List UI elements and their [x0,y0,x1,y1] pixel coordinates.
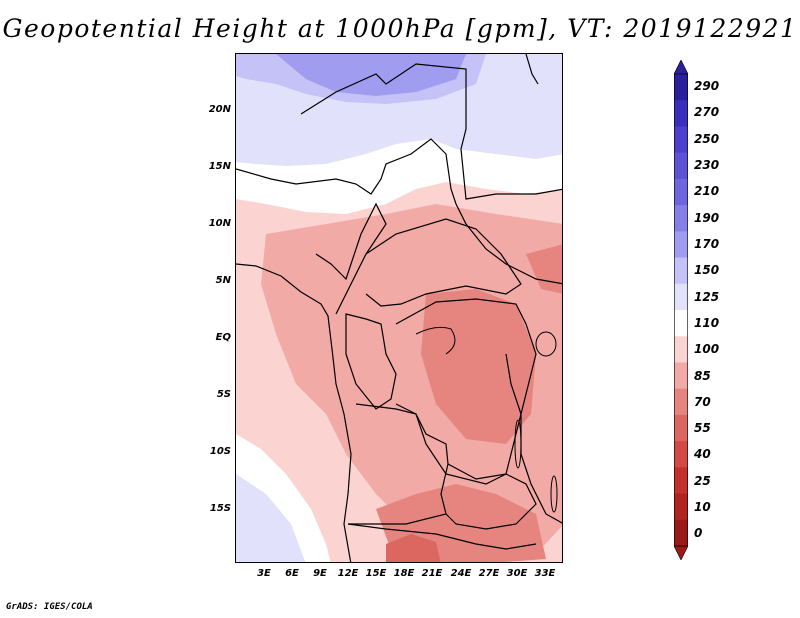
colorbar-top-arrow [674,60,688,75]
colorbar-label: 170 [694,237,720,251]
colorbar-label: 110 [694,316,720,330]
lat-label: 15N [208,161,231,172]
lat-label: 20N [208,104,231,115]
colorbar-label: 270 [694,105,720,119]
colorbar-bottom-arrow [674,545,688,560]
lake-malawi [550,475,558,513]
colorbar-swatch [674,231,688,259]
lon-label: 18E [393,568,415,579]
border-congo [345,313,397,410]
map-title: Geopotential Height at 1000hPa [gpm], VT… [2,14,798,43]
colorbar-swatch [674,467,688,495]
lakes [415,326,558,513]
colorbar-swatch [674,257,688,285]
river-congo [415,326,456,355]
colorbar-swatch [674,519,688,547]
colorbar-label: 40 [694,447,711,461]
colorbar-swatch [674,493,688,521]
coastline-east [525,54,539,85]
colorbar-swatch [674,310,688,337]
border-niger-chad [236,138,457,205]
colorbar-swatch [674,388,688,416]
colorbar-label: 70 [694,395,711,409]
map-panel [235,53,563,563]
colorbar-swatch [674,205,688,232]
lat-label: 15S [209,503,231,514]
lat-label: 5S [216,389,231,400]
lon-label: 21E [421,568,443,579]
lat-label: 5N [215,275,231,286]
colorbar-swatch [674,100,688,127]
colorbar-label: 290 [694,79,720,93]
lake-tanganyika [514,419,522,469]
lon-label: 24E [450,568,472,579]
colorbar-swatch [674,126,688,154]
colorbar-swatch [674,152,688,180]
colorbar-swatch [674,336,688,363]
contour-salmon-east [526,244,562,294]
colorbar-label: 250 [694,132,720,146]
colorbar-swatch [674,362,688,390]
map-canvas [236,54,562,562]
colorbar-label: 230 [694,158,720,172]
lon-label: 9E [313,568,327,579]
lon-label: 6E [285,568,299,579]
colorbar-swatch [674,441,688,468]
colorbar-swatch [674,178,688,206]
lat-label: 10S [209,446,231,457]
lon-label: 30E [506,568,528,579]
contour-sw-white [236,434,331,562]
coastline-west [236,263,352,562]
lon-label: 3E [257,568,271,579]
border-cameroon [315,202,387,315]
colorbar [674,60,688,560]
colorbar-swatch [674,283,688,311]
grads-credit: GrADS: IGES/COLA [6,602,93,612]
colorbar-outline [674,73,688,547]
lon-label: 27E [478,568,500,579]
contour-salmon-congo [421,289,536,444]
colorbar-label: 85 [694,369,711,383]
border-sudan [455,203,562,285]
colorbar-label: 0 [694,526,703,540]
colorbar-label: 190 [694,211,720,225]
colorbar-label: 125 [694,290,720,304]
border-south [347,523,537,550]
contour-white-band [236,139,562,214]
contour-sw-pale-blue [236,474,306,562]
colorbar-label: 55 [694,421,711,435]
colorbar-label: 150 [694,263,720,277]
lat-label: 10N [208,218,231,229]
lat-label: EQ [215,332,231,343]
colorbar-label: 100 [694,342,720,356]
border-north [300,63,562,200]
border-zambia [445,463,537,530]
lake-victoria [535,331,557,357]
border-car [365,218,522,307]
contour-pink-central [261,204,562,559]
colorbar-swatch [674,414,688,442]
lon-label: 33E [534,568,556,579]
lon-label: 12E [337,568,359,579]
contour-red-south [386,534,441,562]
lon-label: 15E [365,568,387,579]
colorbar-label: 10 [694,500,711,514]
colorbar-label: 25 [694,474,711,488]
colorbar-swatch [674,74,688,101]
colorbar-label: 210 [694,184,720,198]
